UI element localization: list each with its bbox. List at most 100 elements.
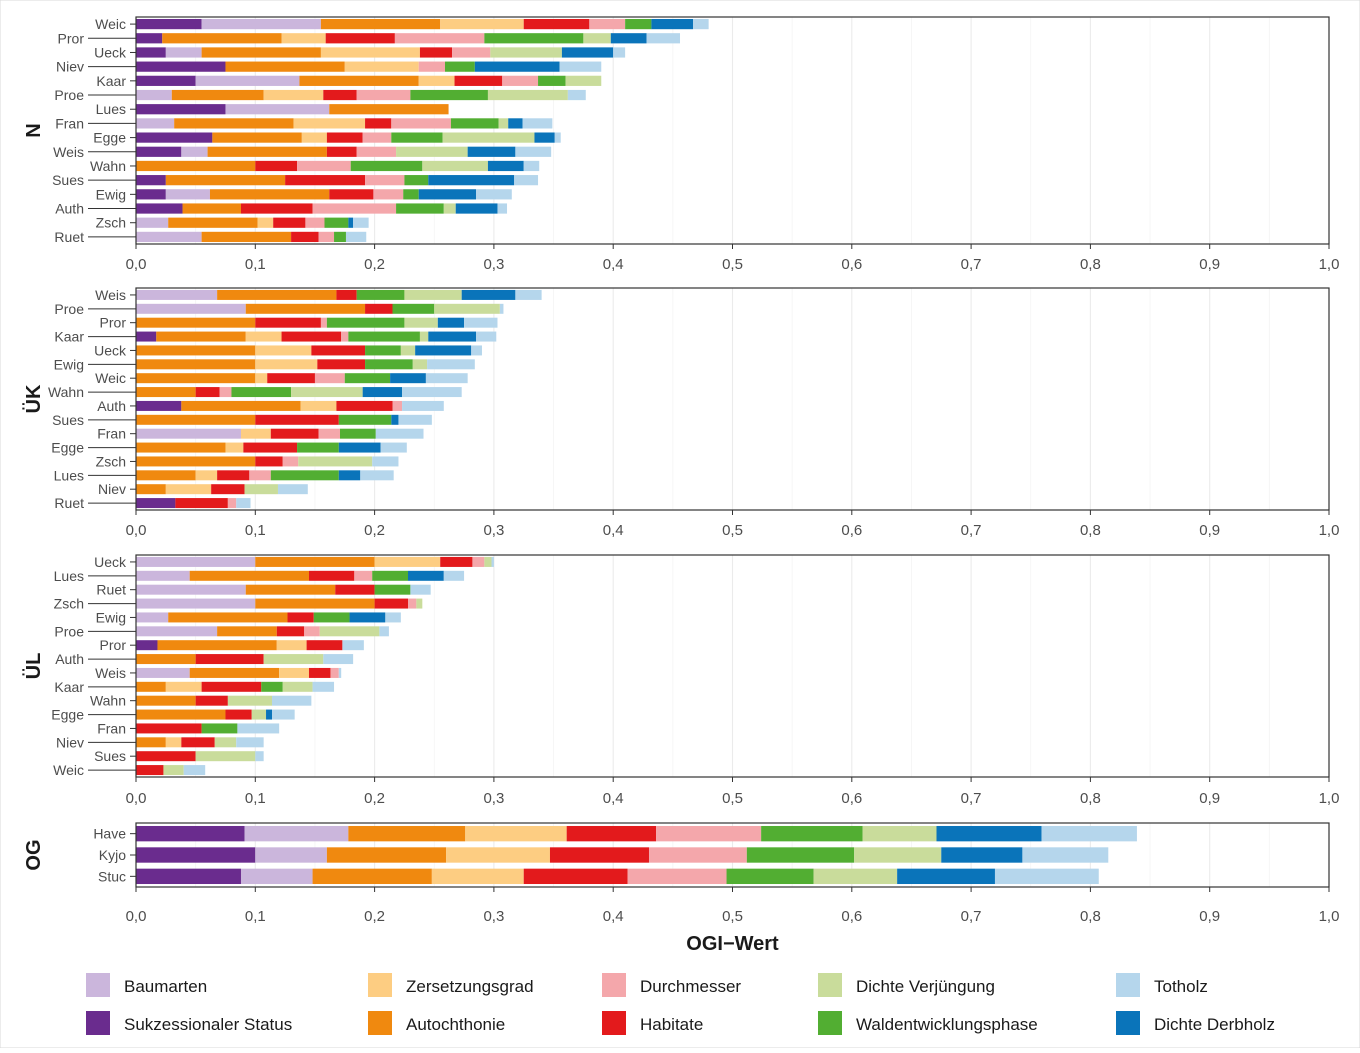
bar-segment: [344, 373, 391, 384]
y-tick-label: Wahn: [90, 158, 126, 174]
bar-segment: [255, 847, 327, 863]
x-tick-label: 0,9: [1199, 522, 1220, 539]
bar-segment: [207, 146, 327, 157]
bar-segment: [163, 765, 184, 776]
x-tick-label: 0,3: [483, 908, 504, 925]
bar-segment: [297, 160, 351, 172]
bar-segment: [422, 160, 488, 172]
bar-segment: [345, 231, 367, 243]
bar-segment: [272, 709, 295, 720]
bar-segment: [523, 18, 590, 30]
bar-segment: [318, 428, 341, 439]
bar-segment: [515, 289, 542, 300]
bar-segment: [136, 695, 196, 706]
legend-swatch: [86, 973, 110, 997]
bar-segment: [356, 146, 397, 157]
y-tick-label: Sues: [52, 412, 84, 428]
bar-segment: [474, 61, 560, 72]
legend-swatch: [368, 1011, 392, 1035]
x-tick-label: 0,4: [603, 256, 624, 273]
bar-segment: [610, 33, 647, 44]
bar-segment: [442, 132, 535, 143]
bar-segment: [656, 825, 762, 842]
bar-segment: [549, 847, 649, 863]
legend-swatch: [1116, 973, 1140, 997]
bar-segment: [497, 203, 508, 214]
legend-swatch: [86, 1011, 110, 1035]
bar-segment: [534, 132, 555, 143]
bar-segment: [277, 484, 308, 495]
bar-segment: [320, 18, 441, 30]
bar-segment: [350, 160, 423, 172]
bar-segment: [312, 681, 335, 692]
y-tick-label: Fran: [97, 426, 126, 442]
bar-segment: [408, 570, 444, 581]
bar-segment: [136, 89, 172, 101]
y-tick-label: Wahn: [48, 384, 84, 400]
bar-segment: [219, 387, 232, 398]
bar-segment: [189, 667, 280, 678]
bar-segment: [394, 33, 485, 44]
bar-segment: [514, 175, 539, 186]
bar-segment: [338, 470, 361, 481]
bar-segment: [402, 400, 444, 411]
bar-segment: [392, 303, 435, 314]
legend-label: Sukzessionaler Status: [124, 1015, 292, 1034]
y-tick-label: Ueck: [94, 554, 127, 570]
x-tick-label: 0,7: [961, 256, 982, 273]
bar-segment: [312, 868, 432, 885]
bar-segment: [627, 868, 727, 885]
bar-segment: [168, 612, 288, 623]
bar-segment: [348, 331, 420, 342]
bar-segment: [237, 723, 280, 734]
y-tick-label: Ewig: [54, 356, 84, 372]
bar-segment: [240, 428, 271, 439]
legend-label: Dichte Derbholz: [1154, 1015, 1275, 1034]
y-tick-label: Egge: [93, 130, 126, 146]
bar-segment: [240, 203, 313, 214]
bar-segment: [559, 61, 602, 72]
bar-segment: [136, 400, 182, 411]
y-tick-label: Proe: [54, 301, 84, 317]
legend-swatch: [368, 973, 392, 997]
bar-segment: [400, 345, 416, 356]
bar-segment: [195, 75, 300, 86]
bar-segment: [461, 289, 516, 300]
bar-segment: [201, 681, 262, 692]
bar-segment: [385, 612, 401, 623]
bar-segment: [372, 570, 409, 581]
bar-segment: [136, 175, 166, 186]
bar-segment: [231, 387, 292, 398]
bar-segment: [338, 414, 392, 425]
bar-segment: [1041, 825, 1137, 842]
bar-segment: [583, 33, 611, 44]
bar-segment: [320, 317, 327, 328]
bar-segment: [471, 345, 482, 356]
bar-segment: [320, 47, 420, 58]
y-tick-label: Egge: [51, 440, 84, 456]
y-tick-label: Ueck: [94, 342, 127, 358]
y-tick-label: Niev: [56, 734, 84, 750]
bar-segment: [245, 303, 366, 314]
bar-segment: [136, 442, 226, 453]
bar-segment: [157, 640, 277, 651]
bar-segment: [195, 654, 264, 665]
bar-segment: [245, 584, 336, 595]
bar-segment: [136, 868, 241, 885]
bar-segment: [251, 709, 267, 720]
panel-label: N: [23, 123, 45, 137]
x-tick-label: 1,0: [1319, 908, 1340, 925]
bar-segment: [165, 175, 286, 186]
bar-segment: [267, 373, 315, 384]
bar-segment: [554, 132, 561, 143]
y-tick-label: Fran: [97, 720, 126, 736]
bar-segment: [348, 217, 354, 228]
bar-segment: [336, 400, 393, 411]
bar-segment: [941, 847, 1023, 863]
y-tick-label: Ruet: [54, 495, 84, 511]
bar-segment: [136, 456, 256, 467]
bar-segment: [255, 556, 375, 567]
bar-segment: [174, 118, 294, 129]
x-tick-label: 0,2: [364, 790, 385, 807]
bar-segment: [396, 203, 444, 214]
